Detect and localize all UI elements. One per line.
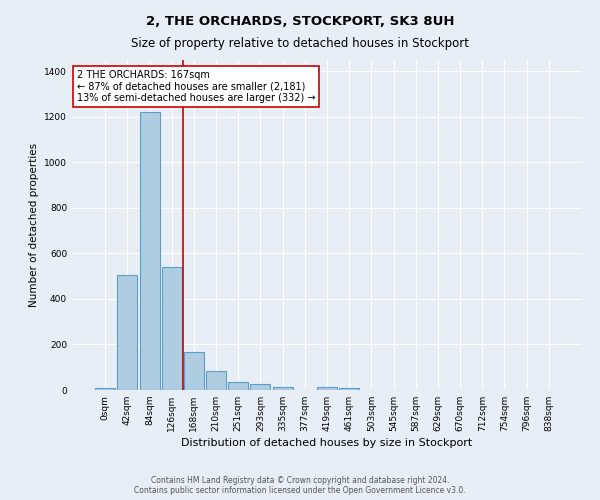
Bar [162, 267, 182, 390]
Text: Size of property relative to detached houses in Stockport: Size of property relative to detached ho… [131, 38, 469, 51]
Bar [118, 275, 137, 390]
Bar [184, 352, 204, 390]
Text: 2 THE ORCHARDS: 167sqm
← 87% of detached houses are smaller (2,181)
13% of semi-: 2 THE ORCHARDS: 167sqm ← 87% of detached… [77, 70, 316, 103]
Text: Contains HM Land Registry data © Crown copyright and database right 2024.
Contai: Contains HM Land Registry data © Crown c… [134, 476, 466, 495]
Bar [140, 112, 160, 390]
Bar [272, 386, 293, 390]
Bar [317, 387, 337, 390]
Bar [206, 372, 226, 390]
Bar [339, 388, 359, 390]
Bar [250, 384, 271, 390]
Text: 2, THE ORCHARDS, STOCKPORT, SK3 8UH: 2, THE ORCHARDS, STOCKPORT, SK3 8UH [146, 15, 454, 28]
Bar [228, 382, 248, 390]
Bar [95, 388, 115, 390]
Y-axis label: Number of detached properties: Number of detached properties [29, 143, 38, 307]
X-axis label: Distribution of detached houses by size in Stockport: Distribution of detached houses by size … [181, 438, 473, 448]
